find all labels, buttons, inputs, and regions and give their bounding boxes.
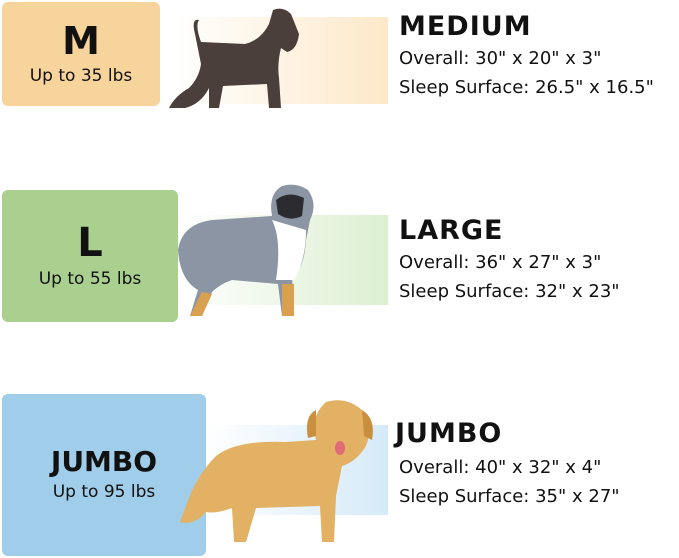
overall-dimensions: Overall: 40" x 32" x 4" [399,457,602,478]
weight-limit: Up to 55 lbs [38,269,142,289]
large-info: LARGE Overall: 36" x 27" x 3" Sleep Surf… [399,217,620,306]
size-code: JUMBO [50,445,158,478]
sleep-surface-dimensions: Sleep Surface: 35" x 27" [399,486,620,507]
size-name: LARGE [399,215,504,246]
weight-limit: Up to 35 lbs [29,66,133,86]
size-code: M [62,19,100,63]
medium-info: MEDIUM Overall: 30" x 20" x 3" Sleep Sur… [399,13,654,102]
overall-dimensions: Overall: 30" x 20" x 3" [399,48,602,69]
schnauzer-icon [169,8,299,109]
sleep-surface-dimensions: Sleep Surface: 32" x 23" [399,281,620,302]
golden-retriever-icon [180,400,373,542]
jumbo-size-box: JUMBO Up to 95 lbs [2,394,206,556]
size-name: MEDIUM [399,11,532,42]
weight-limit: Up to 95 lbs [52,482,156,502]
large-size-box: L Up to 55 lbs [2,190,178,322]
australian-shepherd-icon [178,184,314,316]
sleep-surface-dimensions: Sleep Surface: 26.5" x 16.5" [399,77,654,98]
size-code: L [77,220,103,266]
jumbo-info: JUMBO Overall: 40" x 32" x 4" Sleep Surf… [395,420,620,511]
medium-size-box: M Up to 35 lbs [2,2,160,106]
overall-dimensions: Overall: 36" x 27" x 3" [399,252,602,273]
size-name: JUMBO [395,418,503,449]
